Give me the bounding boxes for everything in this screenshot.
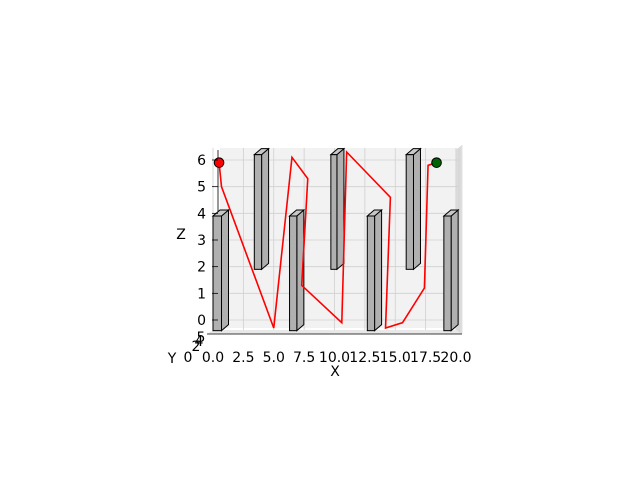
z-tick-label: 5 (197, 180, 206, 196)
obstacle (404, 147, 422, 271)
obstacle (252, 147, 270, 271)
y-tick-label: 5 (197, 330, 206, 346)
obstacle-side (374, 208, 383, 332)
x-tick-label: 12.5 (349, 350, 380, 366)
obstacle-side (412, 147, 421, 271)
y-tick-label: 4 (195, 334, 204, 350)
obstacle-front (366, 215, 376, 332)
obstacle-side (261, 147, 270, 271)
obstacle-side (221, 208, 230, 332)
path-line (218, 150, 437, 330)
floor-pane (207, 330, 462, 334)
z-tick-label: 1 (197, 286, 206, 302)
obstacles (211, 147, 460, 332)
z-tick-label: 3 (197, 233, 206, 249)
z-tick-label: 0 (197, 313, 206, 329)
x-tick-label: 5.0 (263, 350, 285, 366)
z-tick-label: 6 (197, 153, 206, 169)
x-tick-label: 0.0 (202, 350, 224, 366)
obstacle (365, 208, 383, 332)
goal-marker (431, 157, 442, 168)
path-layer (218, 150, 437, 330)
obstacle-front (253, 154, 263, 270)
y-tick-label: 2 (192, 339, 201, 355)
x-tick-label: 10.0 (319, 350, 350, 366)
obstacle-side (336, 147, 345, 271)
z-axis-label: Z (176, 227, 186, 243)
x-tick-label: 2.5 (232, 350, 254, 366)
markers (213, 157, 442, 168)
obstacle-front (212, 215, 223, 332)
z-tick-label: 2 (197, 260, 206, 276)
obstacle (211, 208, 230, 332)
x-tick-label: 7.5 (293, 350, 315, 366)
obstacle-side (450, 208, 459, 332)
x-tick-label: 20.0 (440, 350, 471, 366)
z-tick-label: 4 (197, 206, 206, 222)
obstacle-front (330, 154, 338, 270)
x-tick-label: 15.0 (380, 350, 411, 366)
obstacle-front (443, 215, 452, 332)
x-tick-label: 17.5 (410, 350, 441, 366)
obstacle (329, 147, 346, 271)
obstacle (288, 208, 306, 332)
obstacle-front (289, 215, 298, 332)
y-tick-label: 0 (184, 350, 193, 366)
start-marker (213, 157, 225, 168)
obstacle (442, 208, 460, 332)
x-axis-label: X (330, 364, 340, 380)
ticks: 0.0 2.5 5.0 7.5 10.0 12.5 15.0 17.5 20.001234560… (184, 153, 472, 366)
y-axis-label: Y (167, 351, 177, 367)
obstacle-front (405, 154, 414, 270)
